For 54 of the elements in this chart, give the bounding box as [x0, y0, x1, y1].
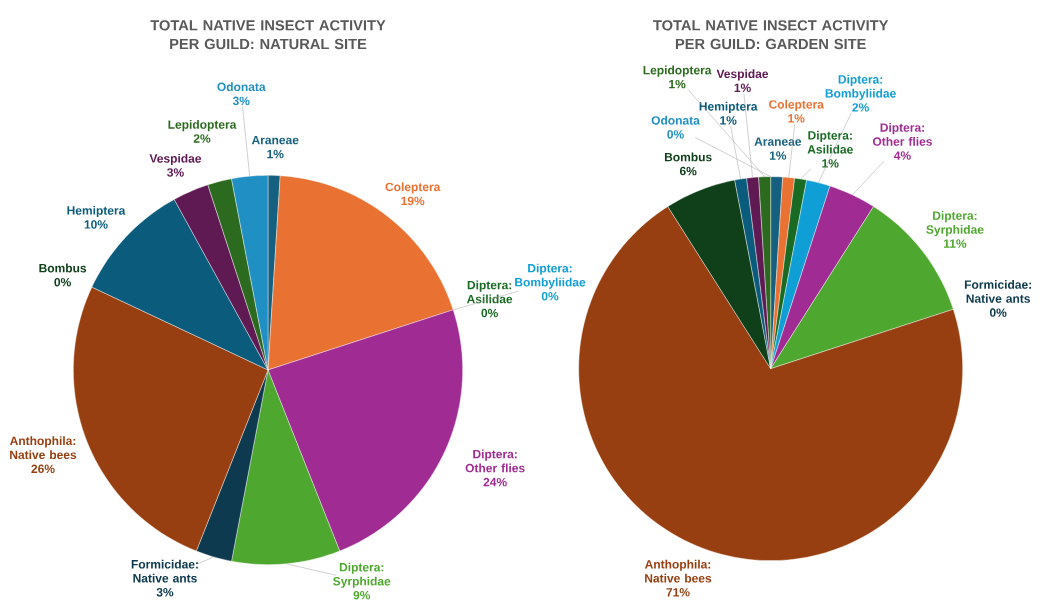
- slice-label: Araneae: [754, 137, 802, 146]
- text: 0%: [667, 130, 684, 139]
- data-label: 3%: [167, 168, 184, 177]
- chart-title: TOTAL NATIVE INSECT ACTIVITY PER GUILD: GARDEN SITE: [653, 20, 889, 50]
- category-label: Diptera: Bombyliidae: [515, 263, 586, 289]
- text: 0%: [481, 308, 498, 318]
- slice-label: Diptera: Asilidae: [807, 130, 853, 154]
- data-label: 1%: [734, 83, 751, 93]
- data-label: 24%: [483, 477, 507, 487]
- category-label: Odonata: [651, 115, 700, 125]
- chart-title: TOTAL NATIVE INSECT ACTIVITY PER GUILD: NATURAL SITE: [150, 20, 386, 50]
- data-label: 1%: [669, 79, 686, 89]
- slice-label: Bombus: [664, 152, 712, 162]
- slice-label: Diptera: Other flies: [465, 449, 525, 473]
- data-label: 11%: [944, 239, 967, 248]
- slice-label: Anthophila: Native bees: [9, 436, 77, 460]
- data-label: 1%: [769, 151, 787, 160]
- slice-label: Diptera: Syrphidae: [333, 562, 391, 588]
- text: 0%: [541, 291, 559, 301]
- slice-label: Diptera: Syrphidae: [926, 211, 984, 237]
- slice-label: Anthophila: Native bees: [644, 559, 712, 583]
- slice-label: Diptera: Bombyliidae: [825, 74, 896, 101]
- data-label: 6%: [679, 166, 697, 176]
- category-label: Bombus: [39, 263, 87, 273]
- text: 0%: [54, 277, 71, 287]
- data-label: 9%: [353, 590, 371, 600]
- data-label: 10%: [84, 220, 108, 229]
- data-label: 1%: [267, 149, 284, 159]
- data-label: 2%: [852, 103, 869, 112]
- slice-label: Araneae: [251, 135, 299, 145]
- slice-label: Vespidae: [716, 69, 769, 81]
- slice-label: Hemiptera: [699, 101, 758, 114]
- data-label: 2%: [193, 134, 211, 143]
- slice-label: Odonata: [217, 82, 266, 92]
- text: 0%: [989, 308, 1007, 317]
- data-label: 3%: [156, 588, 174, 597]
- slice-label: Coleptera: [769, 99, 824, 112]
- slice-label: Formicidae: Native ants: [131, 559, 198, 583]
- data-label: 71%: [666, 588, 690, 597]
- data-label: 1%: [822, 159, 839, 168]
- data-label: 26%: [31, 464, 55, 474]
- slice-label: Diptera: Other flies: [872, 122, 932, 146]
- slice-label: Coleptera: [385, 182, 441, 194]
- slice-label: Vespidae: [149, 153, 202, 166]
- data-label: 4%: [893, 151, 911, 160]
- slice-label: Lepidoptera: [643, 65, 712, 77]
- category-label: Diptera: Asilidae: [466, 280, 513, 304]
- slice-label: Hemiptera: [67, 205, 126, 218]
- data-label: 3%: [232, 96, 250, 106]
- data-label: 19%: [401, 196, 425, 206]
- data-label: 1%: [720, 116, 737, 125]
- category-label: Formicidae: Native ants: [964, 280, 1032, 303]
- data-label: 1%: [788, 114, 805, 123]
- slice-label: Lepidoptera: [168, 119, 237, 132]
